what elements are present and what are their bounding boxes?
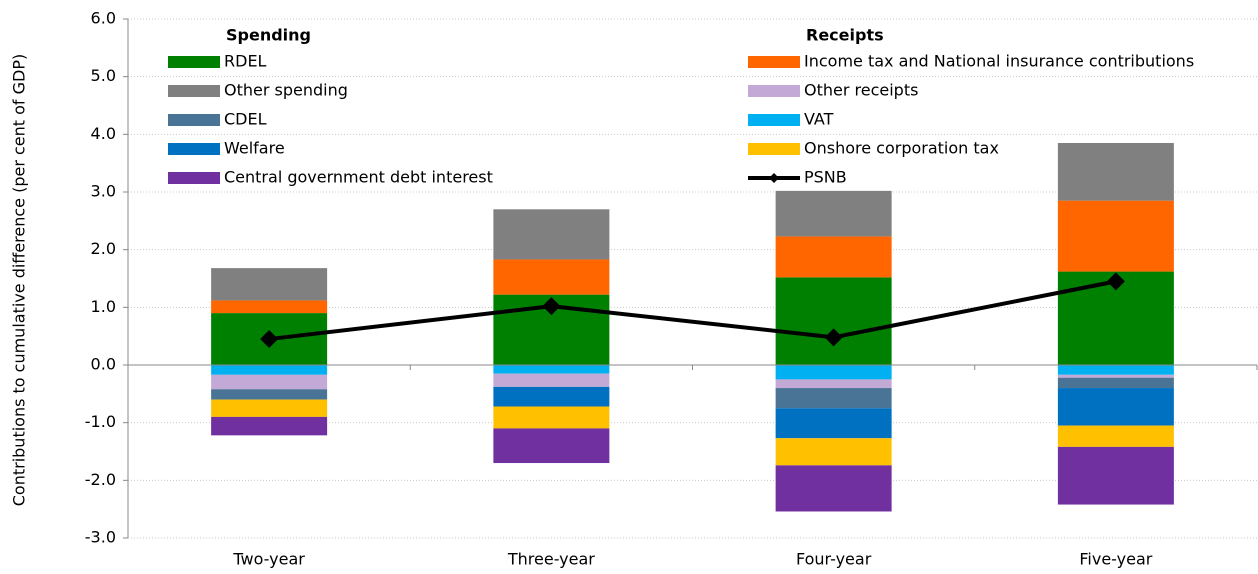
bar-segment <box>775 236 892 278</box>
legend-label: Central government debt interest <box>224 168 493 187</box>
legend-swatch <box>748 85 800 97</box>
y-tick-label: -2.0 <box>85 470 116 489</box>
y-tick-label: 3.0 <box>91 182 116 201</box>
y-tick-label: 2.0 <box>91 239 116 258</box>
bar-segment <box>775 190 892 237</box>
bar-segment <box>775 277 892 365</box>
bar-segment <box>1057 365 1174 375</box>
bar-segment <box>1057 200 1174 272</box>
legend-swatch <box>168 56 220 68</box>
bar-segment <box>1057 142 1174 201</box>
y-tick-label: 4.0 <box>91 124 116 143</box>
legend-label: PSNB <box>804 168 847 187</box>
x-tick-label: Three-year <box>507 550 595 569</box>
bar-segment <box>1057 425 1174 447</box>
legend-swatch <box>748 114 800 126</box>
bar-segment <box>493 365 610 374</box>
y-tick-label: 1.0 <box>91 297 116 316</box>
x-tick-label: Two-year <box>232 550 305 569</box>
y-tick-label: -1.0 <box>85 412 116 431</box>
bar-segment <box>775 365 892 380</box>
legend-swatch <box>748 56 800 68</box>
legend-label: VAT <box>804 110 834 129</box>
bar-segment <box>493 428 610 464</box>
y-axis-title: Contributions to cumulative difference (… <box>10 54 29 507</box>
line-marker <box>1106 272 1125 291</box>
legend-title: Receipts <box>806 26 884 45</box>
line-marker <box>260 330 279 349</box>
bar-segment <box>1057 377 1174 389</box>
y-tick-label: 5.0 <box>91 66 116 85</box>
bar-segment <box>493 406 610 429</box>
legend-label: Income tax and National insurance contri… <box>804 52 1194 71</box>
y-tick-label: -3.0 <box>85 528 116 547</box>
legend-swatch <box>168 172 220 184</box>
bar-segment <box>775 408 892 439</box>
bar-segment <box>1057 374 1174 378</box>
y-tick-label: 0.0 <box>91 355 116 374</box>
line-series <box>268 279 1117 342</box>
bar-segment <box>775 388 892 409</box>
legend-swatch <box>168 114 220 126</box>
bar-segment <box>493 209 610 260</box>
y-tick-label: 6.0 <box>91 9 116 28</box>
x-tick-label: Four-year <box>796 550 872 569</box>
bar-segment <box>211 300 328 314</box>
legend-swatch <box>168 143 220 155</box>
bar-segment <box>211 416 328 436</box>
legend-title: Spending <box>226 26 311 45</box>
bar-segment <box>1057 446 1174 505</box>
legend-swatch <box>748 143 800 155</box>
line-marker <box>824 328 843 347</box>
legend-swatch <box>769 173 779 183</box>
legend-label: Other receipts <box>804 81 918 100</box>
bar-segment <box>775 465 892 512</box>
bar-segment <box>211 365 328 375</box>
bar-segment <box>775 438 892 466</box>
legend-label: CDEL <box>224 110 267 129</box>
bar-segment <box>211 374 328 390</box>
bar-segment <box>211 399 328 417</box>
bar-segment <box>493 259 610 295</box>
bar-segment <box>493 386 610 407</box>
bar-segment <box>211 268 328 301</box>
bar-segment <box>493 373 610 387</box>
legend-label: Welfare <box>224 139 285 158</box>
bar-segment <box>1057 388 1174 426</box>
line-marker <box>542 297 561 316</box>
bar-segment <box>775 379 892 389</box>
x-tick-label: Five-year <box>1079 550 1152 569</box>
bar-segment <box>211 389 328 400</box>
legend-label: RDEL <box>224 52 267 71</box>
legend-swatch <box>168 85 220 97</box>
legend-label: Onshore corporation tax <box>804 139 999 158</box>
legend-label: Other spending <box>224 81 348 100</box>
